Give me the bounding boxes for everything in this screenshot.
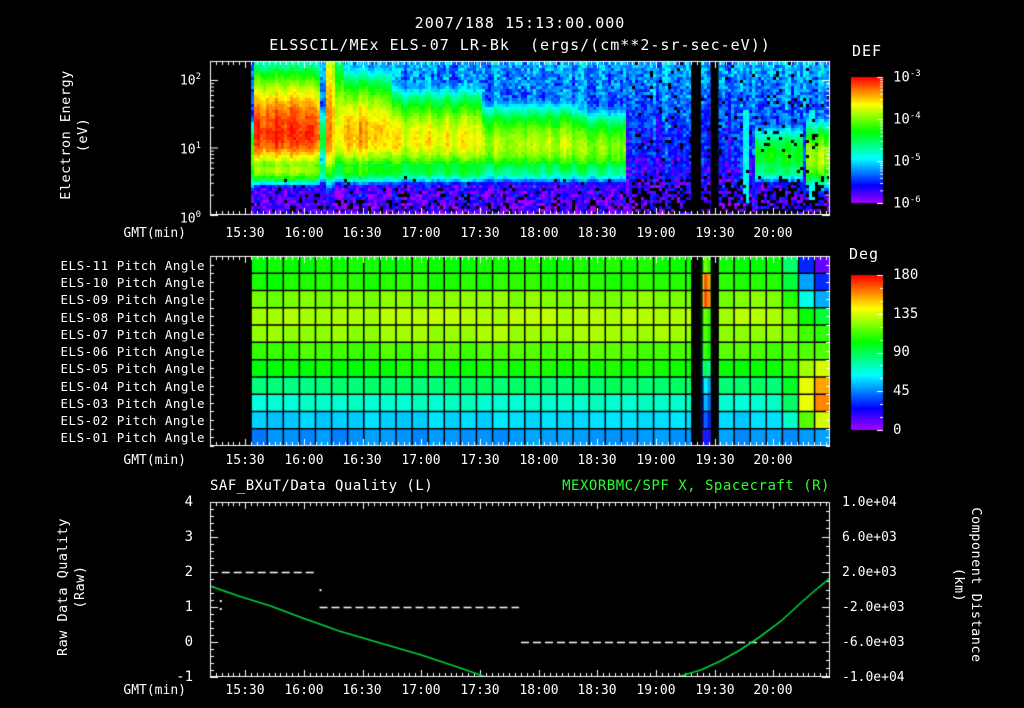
deg-cb-tick: 45	[893, 383, 910, 399]
btm-ytick: 2	[184, 564, 193, 580]
xtick: 16:00	[284, 683, 324, 698]
btm-rtick: 1.0e+04	[842, 495, 897, 510]
xtick: 16:30	[342, 453, 382, 468]
row-label-els09: ELS-09 Pitch Angle	[60, 292, 205, 307]
bottom-right-y-axis-label: Component Distance (km)	[951, 507, 984, 663]
deg-cb-tick: 135	[893, 306, 919, 322]
xtick: 18:00	[519, 453, 559, 468]
btm-rtick: -1.0e+04	[842, 670, 905, 685]
xtick: 17:30	[460, 683, 500, 698]
btm-rtick: 2.0e+03	[842, 565, 897, 580]
top-ytick-100: 102	[179, 72, 201, 89]
deg-colorbar-title: Deg	[849, 245, 880, 263]
gmt-label-mid: GMT(min)	[123, 453, 186, 468]
row-label-els02: ELS-02 Pitch Angle	[60, 413, 205, 428]
xtick: 19:30	[695, 226, 735, 241]
xtick: 17:00	[401, 226, 441, 241]
top-ytick-10: 101	[179, 141, 201, 158]
btm-rtick: 6.0e+03	[842, 530, 897, 545]
xtick: 17:00	[401, 683, 441, 698]
xtick: 18:30	[577, 453, 617, 468]
row-label-els08: ELS-08 Pitch Angle	[60, 310, 205, 325]
xtick: 16:00	[284, 226, 324, 241]
xtick: 20:00	[753, 453, 793, 468]
xtick: 16:00	[284, 453, 324, 468]
xtick: 18:30	[577, 226, 617, 241]
bottom-title-left: SAF_BXuT/Data Quality (L)	[210, 478, 434, 494]
deg-cb-tick: 90	[893, 344, 910, 360]
bottom-left-y-axis-label: Raw Data Quality (Raw)	[55, 517, 88, 657]
row-label-els05: ELS-05 Pitch Angle	[60, 361, 205, 376]
xtick: 18:30	[577, 683, 617, 698]
page-title: 2007/188 15:13:00.000	[414, 14, 626, 32]
row-label-els07: ELS-07 Pitch Angle	[60, 327, 205, 342]
xtick: 20:00	[753, 683, 793, 698]
row-label-els11: ELS-11 Pitch Angle	[60, 258, 205, 273]
btm-ytick: 3	[184, 529, 193, 545]
def-cb-tick: 10-4	[893, 111, 921, 128]
xtick: 19:00	[636, 683, 676, 698]
row-label-els04: ELS-04 Pitch Angle	[60, 379, 205, 394]
btm-ytick: -1	[176, 669, 193, 685]
xtick: 19:00	[636, 226, 676, 241]
row-label-els03: ELS-03 Pitch Angle	[60, 396, 205, 411]
gmt-label-bottom: GMT(min)	[123, 683, 186, 698]
gmt-label-top: GMT(min)	[123, 226, 186, 241]
xtick: 17:30	[460, 226, 500, 241]
row-label-els06: ELS-06 Pitch Angle	[60, 344, 205, 359]
xtick: 17:00	[401, 453, 441, 468]
row-label-els10: ELS-10 Pitch Angle	[60, 275, 205, 290]
xtick: 18:00	[519, 683, 559, 698]
btm-ytick: 4	[184, 494, 193, 510]
xtick: 19:30	[695, 453, 735, 468]
def-colorbar-title: DEF	[852, 42, 883, 60]
xtick: 16:30	[342, 683, 382, 698]
top-ytick-1: 100	[179, 210, 201, 227]
top-y-axis-label: Electron Energy (eV)	[58, 70, 91, 200]
xtick: 16:30	[342, 226, 382, 241]
bottom-title-right: MEXORBMC/SPF X, Spacecraft (R)	[562, 478, 830, 494]
xtick: 15:30	[225, 226, 265, 241]
btm-ytick: 0	[184, 634, 193, 650]
def-cb-tick: 10-3	[893, 69, 921, 86]
xtick: 17:30	[460, 453, 500, 468]
deg-cb-tick: 0	[893, 422, 902, 438]
btm-ytick: 1	[184, 599, 193, 615]
btm-rtick: -2.0e+03	[842, 600, 905, 615]
def-cb-tick: 10-5	[893, 153, 921, 170]
xtick: 20:00	[753, 226, 793, 241]
plot-subtitle: ELSSCIL/MEx ELS-07 LR-Bk (ergs/(cm**2-sr…	[269, 36, 771, 54]
xtick: 19:00	[636, 453, 676, 468]
deg-cb-tick: 180	[893, 267, 919, 283]
xtick: 15:30	[225, 453, 265, 468]
xtick: 19:30	[695, 683, 735, 698]
row-label-els01: ELS-01 Pitch Angle	[60, 430, 205, 445]
def-cb-tick: 10-6	[893, 195, 921, 212]
xtick: 15:30	[225, 683, 265, 698]
xtick: 18:00	[519, 226, 559, 241]
btm-rtick: -6.0e+03	[842, 635, 905, 650]
